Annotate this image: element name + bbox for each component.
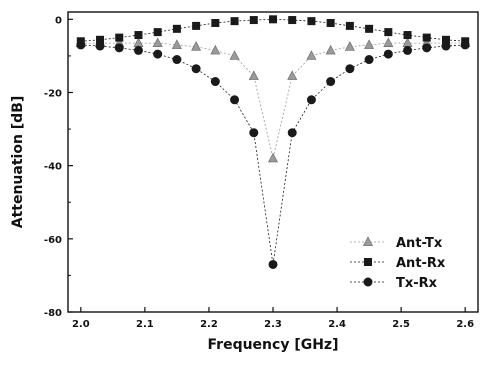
series-tx-rx: [76, 40, 470, 269]
data-point: [211, 18, 220, 27]
data-point: [229, 50, 240, 60]
data-point: [364, 39, 375, 49]
data-point: [249, 16, 258, 25]
data-point: [192, 21, 201, 30]
data-point: [191, 41, 202, 51]
data-point: [306, 95, 316, 105]
data-point: [95, 41, 105, 51]
data-point: [460, 40, 470, 50]
x-tick-label: 2.5: [392, 319, 410, 330]
series-line: [80, 42, 466, 159]
series-line: [80, 44, 466, 265]
data-point: [268, 259, 278, 269]
x-tick-label: 2.1: [136, 319, 154, 330]
legend: Ant-Tx Ant-Rx Tx-Rx: [350, 236, 446, 291]
data-point: [326, 77, 336, 87]
data-point: [287, 70, 298, 80]
data-point: [191, 64, 201, 74]
data-point: [365, 24, 374, 33]
data-point: [172, 55, 182, 65]
data-point: [403, 31, 412, 40]
data-point: [288, 16, 297, 25]
y-tick-label: -20: [44, 88, 62, 99]
data-point: [441, 41, 451, 51]
data-point: [307, 17, 316, 26]
x-tick-label: 2.4: [328, 319, 346, 330]
y-tick-label: -40: [44, 162, 62, 173]
x-tick-label: 2.6: [456, 319, 474, 330]
legend-label: Tx-Rx: [396, 276, 438, 291]
legend-marker: [363, 277, 373, 287]
data-point: [344, 41, 355, 51]
data-point: [422, 43, 432, 53]
data-point: [287, 128, 297, 138]
series-ant-tx: [75, 37, 471, 163]
y-tick-label: -80: [44, 308, 62, 319]
data-point: [422, 33, 431, 42]
data-point: [172, 24, 181, 33]
data-point: [171, 39, 182, 49]
data-point: [133, 45, 143, 55]
data-point: [153, 49, 163, 59]
data-point: [345, 64, 355, 74]
data-point: [230, 95, 240, 105]
x-tick-label: 2.2: [200, 319, 218, 330]
data-point: [230, 17, 239, 26]
data-point: [345, 21, 354, 30]
x-tick-label: 2.3: [264, 319, 282, 330]
y-tick-label: -60: [44, 235, 62, 246]
data-point: [210, 44, 221, 55]
data-point: [384, 28, 393, 37]
data-point: [210, 77, 220, 87]
legend-label: Ant-Rx: [396, 256, 446, 271]
data-point: [133, 37, 144, 47]
data-point: [76, 40, 86, 50]
series-ant-rx: [76, 15, 470, 46]
data-point: [152, 37, 163, 47]
data-point: [153, 28, 162, 37]
data-point: [249, 128, 259, 138]
legend-marker: [364, 258, 372, 266]
legend-marker: [363, 236, 373, 246]
data-point: [115, 33, 124, 42]
data-point: [383, 49, 393, 59]
data-point: [134, 31, 143, 40]
x-axis-title: Frequency [GHz]: [208, 337, 339, 353]
data-point: [268, 152, 278, 163]
y-tick-label: 0: [55, 15, 62, 26]
data-point: [402, 37, 413, 47]
data-point: [114, 43, 124, 53]
data-point: [248, 70, 259, 80]
data-point: [325, 44, 336, 55]
data-point: [403, 45, 413, 55]
data-point: [269, 15, 277, 24]
data-point: [364, 55, 374, 65]
data-point: [441, 35, 450, 44]
y-axis-title: Attenuation [dB]: [10, 96, 26, 229]
data-point: [96, 35, 105, 44]
data-point: [326, 18, 335, 27]
data-point: [383, 37, 394, 47]
data-point: [306, 50, 317, 60]
legend-label: Ant-Tx: [396, 236, 443, 251]
x-tick-label: 2.0: [72, 319, 90, 330]
